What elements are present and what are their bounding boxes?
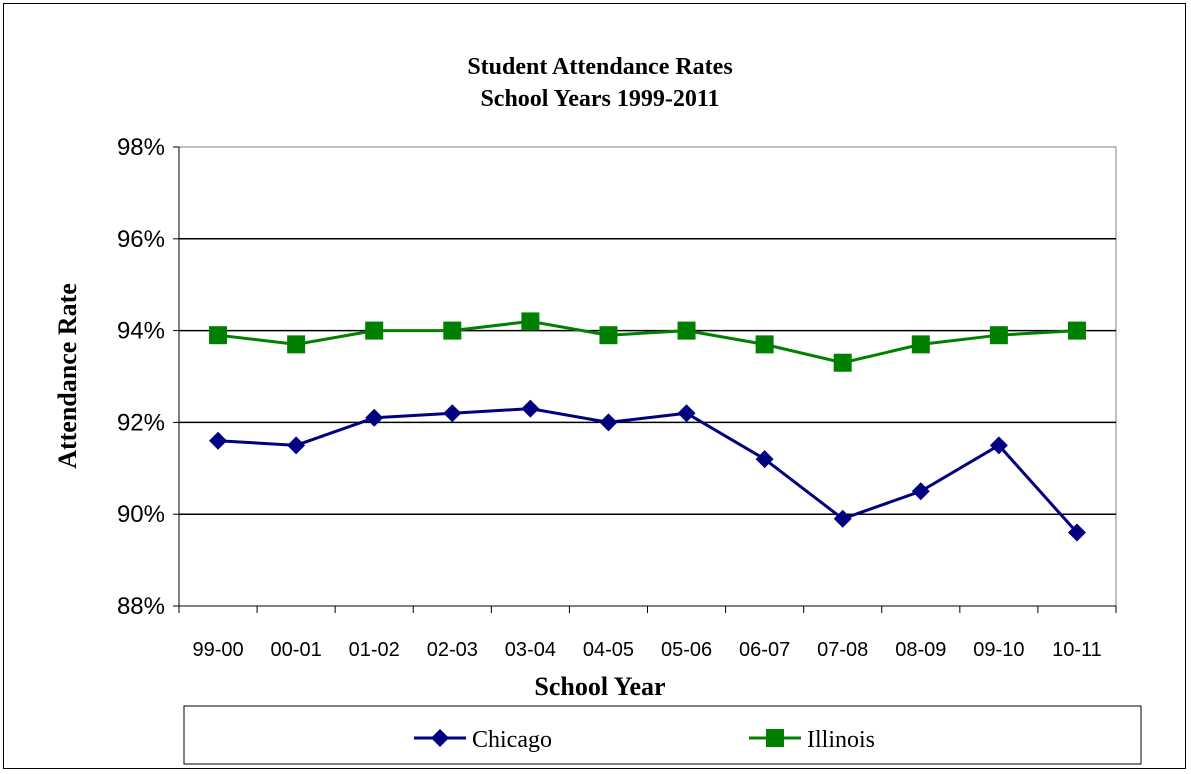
chart-frame: Student Attendance Rates School Years 19… xyxy=(3,3,1186,769)
data-point xyxy=(755,335,774,354)
data-point xyxy=(365,321,384,340)
x-tick-label: 10-11 xyxy=(1052,639,1102,661)
data-point xyxy=(911,482,930,501)
x-tick-label: 02-03 xyxy=(427,639,478,661)
data-point xyxy=(443,321,462,340)
legend-label: Illinois xyxy=(807,727,875,753)
series-lines xyxy=(209,312,1086,542)
x-tick-label: 09-10 xyxy=(973,639,1024,661)
legend-label: Chicago xyxy=(472,727,552,753)
y-tick-label: 90% xyxy=(117,501,165,528)
x-axis-title: School Year xyxy=(534,672,665,701)
legend: Chicago Illinois xyxy=(183,705,1142,765)
y-tick-label: 98% xyxy=(117,134,165,161)
x-tick-label: 06-07 xyxy=(739,639,790,661)
chart-subtitle: School Years 1999-2011 xyxy=(480,86,719,112)
data-point xyxy=(443,404,462,423)
data-point xyxy=(287,436,306,455)
x-tick-label: 05-06 xyxy=(661,639,712,661)
data-point xyxy=(989,326,1008,345)
gridlines xyxy=(179,238,1116,515)
legend-box xyxy=(183,705,1142,765)
chart-title: Student Attendance Rates xyxy=(467,54,732,80)
data-point xyxy=(365,408,384,427)
data-point xyxy=(911,335,930,354)
data-point xyxy=(755,450,774,469)
y-tick-label: 92% xyxy=(117,409,165,436)
x-tick-label: 08-09 xyxy=(895,639,946,661)
series-line xyxy=(217,407,1079,534)
series-illinois xyxy=(209,312,1086,372)
x-tick-label: 07-08 xyxy=(817,639,868,661)
y-axis-title: Attendance Rate xyxy=(53,283,82,469)
data-point xyxy=(677,321,696,340)
y-tick-label: 96% xyxy=(117,226,165,253)
axes xyxy=(173,146,1117,613)
legend-marker xyxy=(431,729,449,747)
y-tick-label: 94% xyxy=(117,318,165,345)
data-point xyxy=(677,404,696,423)
data-point xyxy=(521,399,540,418)
legend-item-chicago: Chicago xyxy=(414,727,552,753)
x-tick-label: 00-01 xyxy=(271,639,322,661)
data-point xyxy=(209,431,228,450)
data-point xyxy=(833,353,852,372)
x-tick-label: 01-02 xyxy=(349,639,400,661)
data-point xyxy=(1067,321,1086,340)
data-point xyxy=(599,413,618,432)
plot-area xyxy=(178,146,1117,607)
data-point xyxy=(599,326,618,345)
data-point xyxy=(1067,523,1086,542)
legend-marker xyxy=(766,729,784,747)
y-tick-label: 88% xyxy=(117,593,165,620)
x-tick-label: 04-05 xyxy=(583,639,634,661)
data-point xyxy=(287,335,306,354)
line-chart: Student Attendance Rates School Years 19… xyxy=(53,54,1142,765)
legend-item-illinois: Illinois xyxy=(749,727,875,753)
y-tick-labels: 88% 90% 92% 94% 96% 98% xyxy=(117,134,165,620)
data-point xyxy=(521,312,540,331)
x-tick-labels: 99-00 00-01 01-02 02-03 03-04 04-05 05-06 06-07… xyxy=(192,639,1101,661)
series-chicago xyxy=(209,399,1086,542)
data-point xyxy=(209,326,228,345)
series-line xyxy=(217,319,1078,365)
x-tick-label: 99-00 xyxy=(192,639,243,661)
x-tick-label: 03-04 xyxy=(505,639,556,661)
data-point xyxy=(989,436,1008,455)
